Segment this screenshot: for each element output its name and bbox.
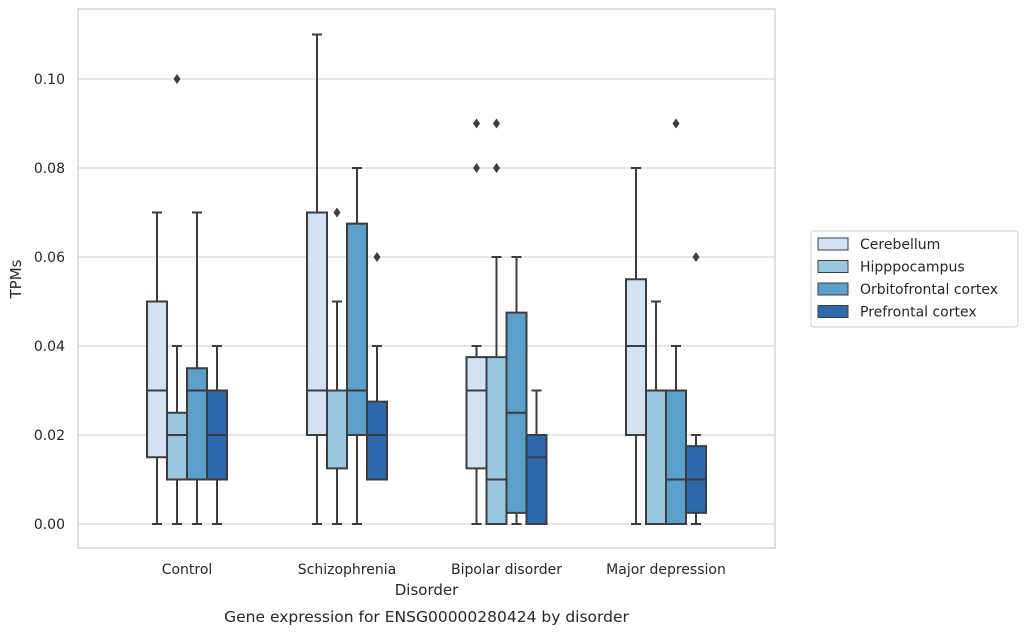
x-axis-label: Disorder bbox=[395, 581, 459, 599]
legend-label: Hipppocampus bbox=[860, 260, 965, 276]
outlier-point bbox=[692, 252, 700, 262]
x-tick-labels: Control Schizophrenia Bipolar disorder Majo… bbox=[162, 562, 726, 578]
legend-swatch bbox=[817, 237, 849, 251]
y-tick-label: 0.08 bbox=[34, 161, 65, 177]
box-body bbox=[465, 356, 488, 470]
y-tick-labels: 0.00 0.02 0.04 0.06 0.08 0.10 bbox=[34, 72, 65, 533]
x-tick-label: Bipolar disorder bbox=[451, 562, 562, 578]
legend-label: Orbitofrontal cortex bbox=[860, 282, 998, 298]
box-prefrontal-cortex bbox=[685, 252, 707, 525]
box-cerebellum bbox=[465, 118, 488, 525]
x-tick-label: Control bbox=[162, 562, 213, 578]
x-tick-label: Schizophrenia bbox=[298, 562, 396, 578]
outlier-point bbox=[493, 118, 500, 129]
legend-swatch bbox=[817, 305, 849, 318]
x-tick-label: Major depression bbox=[606, 562, 726, 578]
box-body bbox=[366, 400, 388, 481]
box-body bbox=[625, 278, 647, 436]
y-tick-label: 0.06 bbox=[34, 250, 65, 266]
legend-label: Prefrontal cortex bbox=[860, 305, 977, 321]
box-cerebellum bbox=[625, 167, 647, 525]
box-body bbox=[326, 389, 348, 470]
y-axis-label: TPMs bbox=[7, 259, 25, 299]
box-body bbox=[146, 300, 168, 459]
y-tick-label: 0.02 bbox=[34, 428, 65, 444]
y-tick-label: 0.00 bbox=[34, 517, 65, 533]
plot-frame bbox=[77, 8, 776, 549]
box-body bbox=[166, 411, 188, 481]
box-orbitofrontal-cortex bbox=[665, 118, 687, 525]
legend-label: Cerebellum bbox=[860, 237, 940, 253]
outlier-point bbox=[173, 74, 181, 84]
box-body bbox=[186, 367, 208, 481]
legend-swatch bbox=[817, 260, 849, 273]
box-prefrontal-cortex bbox=[366, 252, 388, 481]
box-body bbox=[306, 211, 328, 436]
chart-caption: Gene expression for ENSG00000280424 by d… bbox=[224, 608, 629, 626]
box-body bbox=[645, 389, 667, 525]
box-hipppocampus bbox=[485, 118, 508, 525]
box-body bbox=[525, 434, 548, 525]
outlier-point bbox=[493, 163, 500, 173]
legend-frame bbox=[810, 230, 1019, 328]
outlier-point bbox=[473, 163, 480, 173]
box-prefrontal-cortex bbox=[206, 345, 228, 525]
outlier-point bbox=[333, 207, 341, 218]
y-tick-label: 0.04 bbox=[34, 339, 65, 355]
box-body bbox=[485, 356, 508, 525]
box-groups bbox=[146, 33, 707, 525]
box-hipppocampus bbox=[166, 74, 188, 525]
y-tick-label: 0.10 bbox=[34, 72, 65, 88]
box-body bbox=[665, 389, 687, 525]
outlier-point bbox=[373, 252, 381, 262]
legend: Cerebellum Hipppocampus Orbitofrontal cort… bbox=[810, 230, 1019, 328]
box-orbitofrontal-cortex bbox=[346, 167, 368, 525]
box-orbitofrontal-cortex bbox=[505, 256, 528, 525]
outlier-point bbox=[672, 118, 680, 129]
box-hipppocampus bbox=[326, 207, 348, 525]
box-prefrontal-cortex bbox=[525, 389, 548, 525]
box-hipppocampus bbox=[645, 300, 667, 525]
legend-swatch bbox=[817, 282, 849, 296]
box-cerebellum bbox=[146, 211, 168, 525]
box-body bbox=[346, 222, 368, 436]
outlier-point bbox=[473, 118, 480, 129]
box-cerebellum bbox=[306, 33, 328, 525]
box-orbitofrontal-cortex bbox=[186, 211, 208, 525]
